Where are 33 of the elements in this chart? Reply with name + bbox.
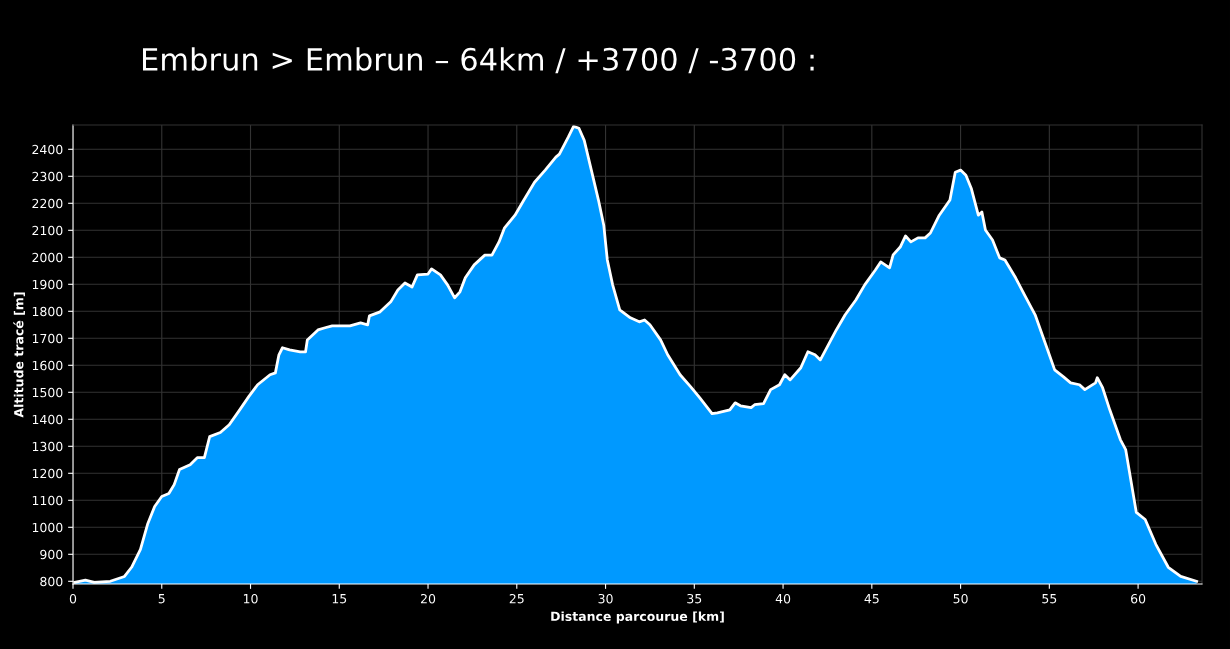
- y-tick-label: 2300: [32, 171, 63, 182]
- x-tick-label: 15: [332, 594, 347, 604]
- y-axis-title: Altitude tracé [m]: [13, 292, 25, 418]
- y-tick-label: 1900: [32, 279, 63, 290]
- x-tick-label: 55: [1042, 594, 1057, 604]
- y-tick-label: 2100: [32, 225, 63, 236]
- x-tick-label: 35: [687, 593, 702, 604]
- y-tick-label: 1400: [32, 414, 63, 425]
- y-tick-label: 1300: [32, 441, 63, 452]
- y-tick-label: 1500: [32, 387, 63, 398]
- x-tick-label: 10: [243, 593, 258, 604]
- x-tick-label: 60: [1131, 593, 1146, 604]
- x-tick-label: 30: [598, 593, 613, 604]
- x-tick-label: 25: [509, 593, 524, 604]
- x-tick-label: 50: [953, 593, 968, 604]
- y-tick-label: 900: [40, 549, 63, 560]
- y-tick-label: 1200: [32, 468, 63, 479]
- x-tick-label: 40: [775, 593, 791, 604]
- y-tick-label: 2200: [32, 198, 63, 209]
- x-tick-label: 0: [69, 593, 77, 604]
- y-tick-label: 2400: [32, 144, 63, 155]
- x-tick-label: 5: [158, 594, 165, 604]
- y-tick-label: 1600: [32, 360, 63, 371]
- y-tick-label: 800: [40, 576, 63, 587]
- y-tick-label: 2000: [32, 252, 63, 263]
- x-tick-label: 20: [420, 593, 436, 604]
- x-tick-label: 45: [864, 594, 879, 604]
- y-tick-label: 1800: [32, 306, 63, 317]
- y-tick-label: 1700: [32, 333, 63, 344]
- y-tick-label: 1100: [32, 495, 63, 506]
- y-tick-label: 1000: [32, 522, 63, 533]
- x-axis-title: Distance parcourue [km]: [551, 611, 724, 624]
- chart-title: Embrun > Embrun – 64km / +3700 / -3700 :: [143, 47, 814, 74]
